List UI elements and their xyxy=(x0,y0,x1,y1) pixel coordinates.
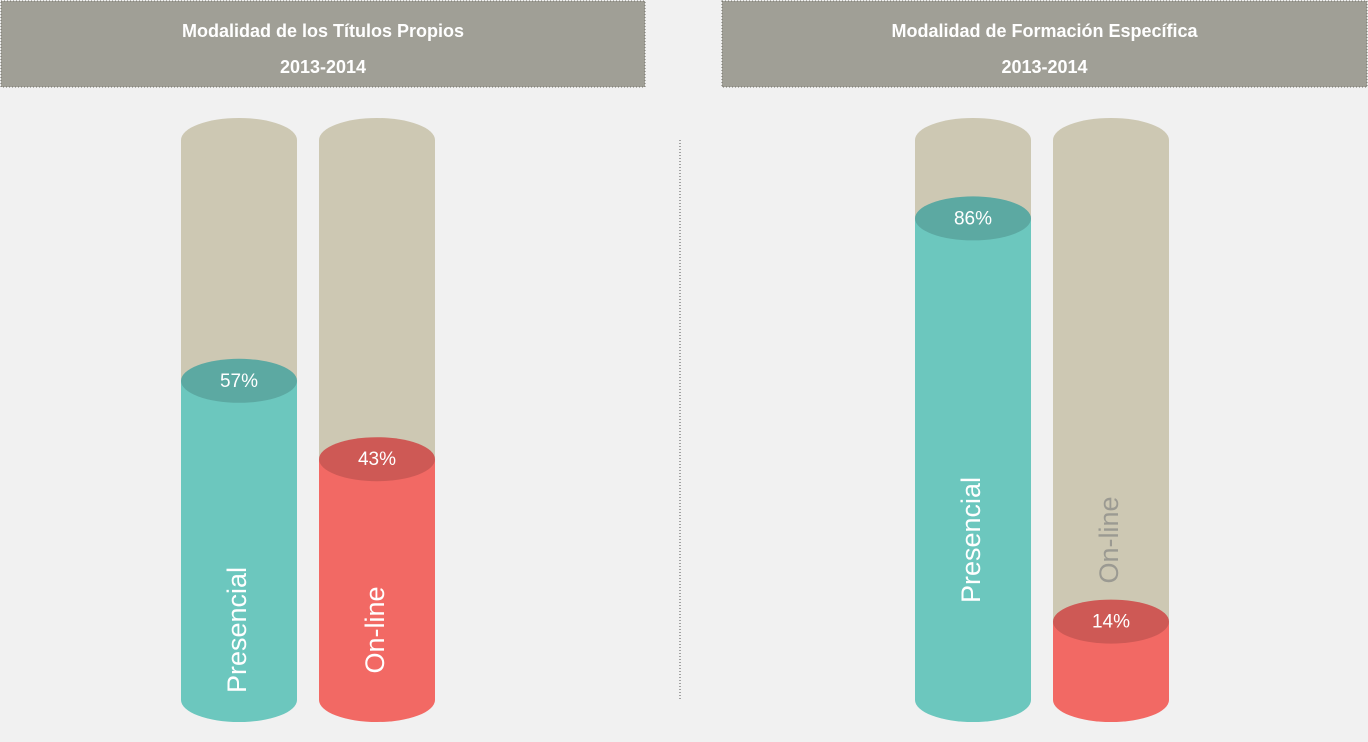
bar-body xyxy=(319,459,435,700)
bar-cap xyxy=(319,437,435,482)
header xyxy=(721,0,1368,88)
bar-cap xyxy=(915,196,1031,241)
cylinder-top xyxy=(181,118,297,162)
chart-title: Modalidad de Formación Específica xyxy=(891,21,1198,41)
cylinder-top xyxy=(915,118,1031,162)
header xyxy=(0,0,646,88)
bar-cap xyxy=(181,358,297,403)
cylinder-top xyxy=(319,118,435,162)
value-label: 43% xyxy=(358,449,396,470)
category-label: Presencial xyxy=(956,477,986,603)
bar xyxy=(1053,599,1169,722)
category-label: On-line xyxy=(1094,496,1124,583)
cylinder-top xyxy=(1053,118,1169,162)
value-label: 86% xyxy=(954,208,992,229)
bar-cap xyxy=(1053,599,1169,644)
bar-body xyxy=(915,218,1031,700)
bar-body xyxy=(181,380,297,700)
category-label: Presencial xyxy=(222,567,252,693)
value-label: 57% xyxy=(220,371,258,392)
chart-subtitle: 2013-2014 xyxy=(280,57,366,77)
bar xyxy=(319,437,435,722)
value-label: 14% xyxy=(1092,612,1130,633)
bar xyxy=(915,196,1031,722)
bar xyxy=(181,358,297,722)
category-label: On-line xyxy=(360,586,390,673)
chart-title: Modalidad de los Títulos Propios xyxy=(182,21,464,41)
chart-subtitle: 2013-2014 xyxy=(1001,57,1087,77)
